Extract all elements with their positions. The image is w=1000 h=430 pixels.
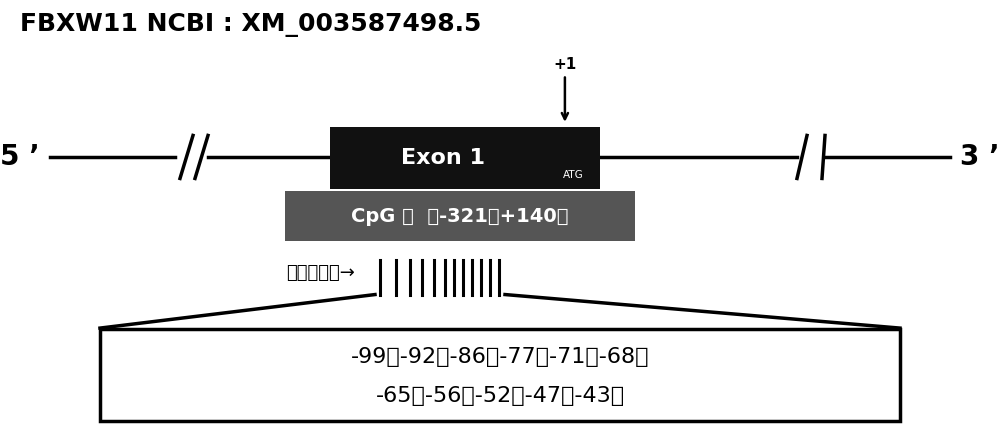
Text: -65、-56、-52、-47、-43、: -65、-56、-52、-47、-43、 bbox=[375, 386, 625, 405]
Text: 3 ’: 3 ’ bbox=[960, 143, 1000, 171]
Text: ATG: ATG bbox=[563, 170, 583, 181]
Bar bbox=[100, 329, 900, 421]
Text: +1: +1 bbox=[553, 57, 577, 119]
Text: FBXW11 NCBI : XM_003587498.5: FBXW11 NCBI : XM_003587498.5 bbox=[20, 13, 481, 37]
Text: 5 ’: 5 ’ bbox=[0, 143, 40, 171]
Text: Exon 1: Exon 1 bbox=[401, 148, 485, 168]
Text: 甲基化位点→: 甲基化位点→ bbox=[286, 264, 355, 282]
Bar bbox=[285, 191, 635, 241]
Bar bbox=[330, 127, 600, 189]
Text: CpG 岛  （-321～+140）: CpG 岛 （-321～+140） bbox=[351, 206, 569, 226]
Text: -99、-92、-86、-77、-71、-68、: -99、-92、-86、-77、-71、-68、 bbox=[351, 347, 649, 367]
